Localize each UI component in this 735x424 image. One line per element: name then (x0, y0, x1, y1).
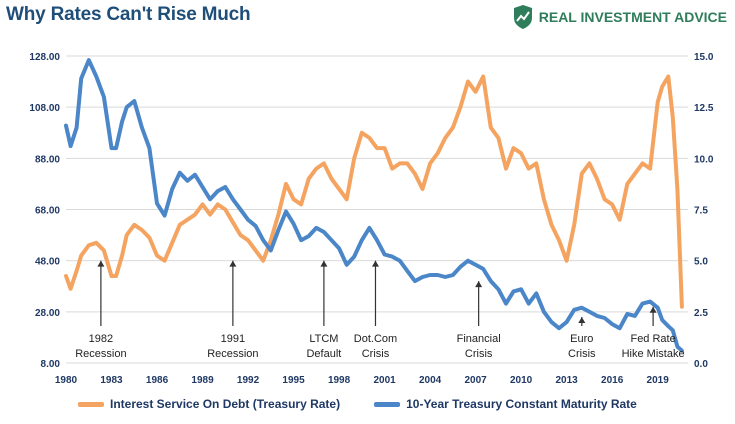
annotation-label: Euro (570, 333, 593, 345)
legend-swatch-blue (374, 401, 401, 407)
annotation-layer: 1982 Recession 1991 Recession LTCM Default Dot… (75, 260, 685, 360)
right-tick-label: 12.5 (694, 103, 714, 114)
x-axis: 1980 1983 1986 1989 1992 1995 1998 2001 2004 2007… (55, 375, 669, 386)
x-tick-label: 1998 (328, 375, 351, 386)
annotation-label: Default (306, 348, 341, 360)
right-tick-label: 7.5 (694, 206, 708, 217)
legend-label-interest-service: Interest Service On Debt (Treasury Rate) (110, 397, 341, 411)
annotation-5: Euro Crisis (568, 316, 596, 360)
arrow-up-icon (475, 281, 483, 288)
series-line-10yr-treasury (64, 58, 684, 353)
x-tick-label: 2001 (373, 375, 396, 386)
right-tick-label: 2.5 (694, 308, 708, 319)
left-tick-label: 8.00 (41, 359, 61, 370)
annotation-1: 1991 Recession (207, 260, 259, 360)
x-tick-label: 2013 (556, 375, 579, 386)
series-layer (64, 58, 684, 353)
annotation-label: Hike Mistake (622, 348, 685, 360)
legend-item-interest-service: Interest Service On Debt (Treasury Rate) (78, 397, 340, 411)
series-line-interest-service (64, 74, 684, 309)
annotation-label: Recession (207, 348, 258, 360)
arrow-up-icon (371, 260, 379, 267)
annotation-6: Fed Rate Hike Mistake (622, 306, 685, 360)
arrow-up-icon (229, 260, 237, 267)
shield-chart-icon (513, 5, 532, 29)
x-tick-label: 1980 (55, 375, 78, 386)
arrow-up-icon (97, 260, 105, 267)
legend-swatch-orange (78, 401, 104, 407)
left-tick-label: 128.00 (29, 52, 60, 63)
chart-title: Why Rates Can't Rise Much (6, 4, 251, 25)
annotation-label: Recession (75, 348, 126, 360)
annotation-label: Fed Rate (630, 333, 675, 345)
arrow-up-icon (320, 260, 328, 267)
annotation-label: 1982 (89, 333, 113, 345)
left-tick-label: 28.00 (35, 308, 60, 319)
right-tick-label: 0.0 (694, 359, 708, 370)
x-tick-label: 1983 (100, 375, 123, 386)
arrow-up-icon (649, 306, 657, 313)
right-tick-label: 10.0 (694, 154, 714, 165)
x-tick-label: 2004 (419, 375, 442, 386)
x-tick-label: 1989 (191, 375, 214, 386)
annotation-0: 1982 Recession (75, 260, 127, 360)
left-tick-label: 108.00 (29, 103, 60, 114)
x-tick-label: 1992 (237, 375, 260, 386)
x-tick-label: 2019 (647, 375, 670, 386)
brand-name: REAL INVESTMENT ADVICE (538, 9, 727, 25)
right-axis: 0.0 2.5 5.0 7.5 10.0 12.5 15.0 (694, 52, 714, 370)
x-tick-label: 1995 (282, 375, 305, 386)
right-tick-label: 5.0 (694, 257, 708, 268)
annotation-label: Financial (457, 333, 501, 345)
grid-lines (66, 55, 688, 364)
x-tick-label: 2007 (464, 375, 487, 386)
legend-label-10yr-treasury: 10-Year Treasury Constant Maturity Rate (406, 397, 637, 411)
x-tick-label: 1986 (146, 375, 169, 386)
x-tick-label: 2010 (510, 375, 533, 386)
left-tick-label: 88.00 (35, 154, 60, 165)
brand-logo: REAL INVESTMENT ADVICE (512, 5, 727, 29)
annotation-4: Financial Crisis (457, 281, 501, 360)
arrow-up-icon (578, 316, 586, 323)
annotation-label: Dot.Com (354, 333, 397, 345)
right-tick-label: 15.0 (694, 52, 714, 63)
legend: Interest Service On Debt (Treasury Rate)… (78, 397, 671, 411)
annotation-label: 1991 (221, 333, 245, 345)
annotation-label: Crisis (568, 348, 596, 360)
annotation-label: LTCM (309, 333, 338, 345)
left-axis: 8.00 28.00 48.00 68.00 88.00 108.00 128.00 (29, 52, 60, 370)
annotation-label: Crisis (362, 348, 390, 360)
annotation-3: Dot.Com Crisis (354, 260, 397, 360)
legend-item-10yr-treasury: 10-Year Treasury Constant Maturity Rate (374, 397, 637, 411)
annotation-2: LTCM Default (306, 260, 341, 360)
annotation-label: Crisis (465, 348, 493, 360)
x-tick-label: 2016 (601, 375, 624, 386)
left-tick-label: 68.00 (35, 206, 60, 217)
left-tick-label: 48.00 (35, 257, 60, 268)
